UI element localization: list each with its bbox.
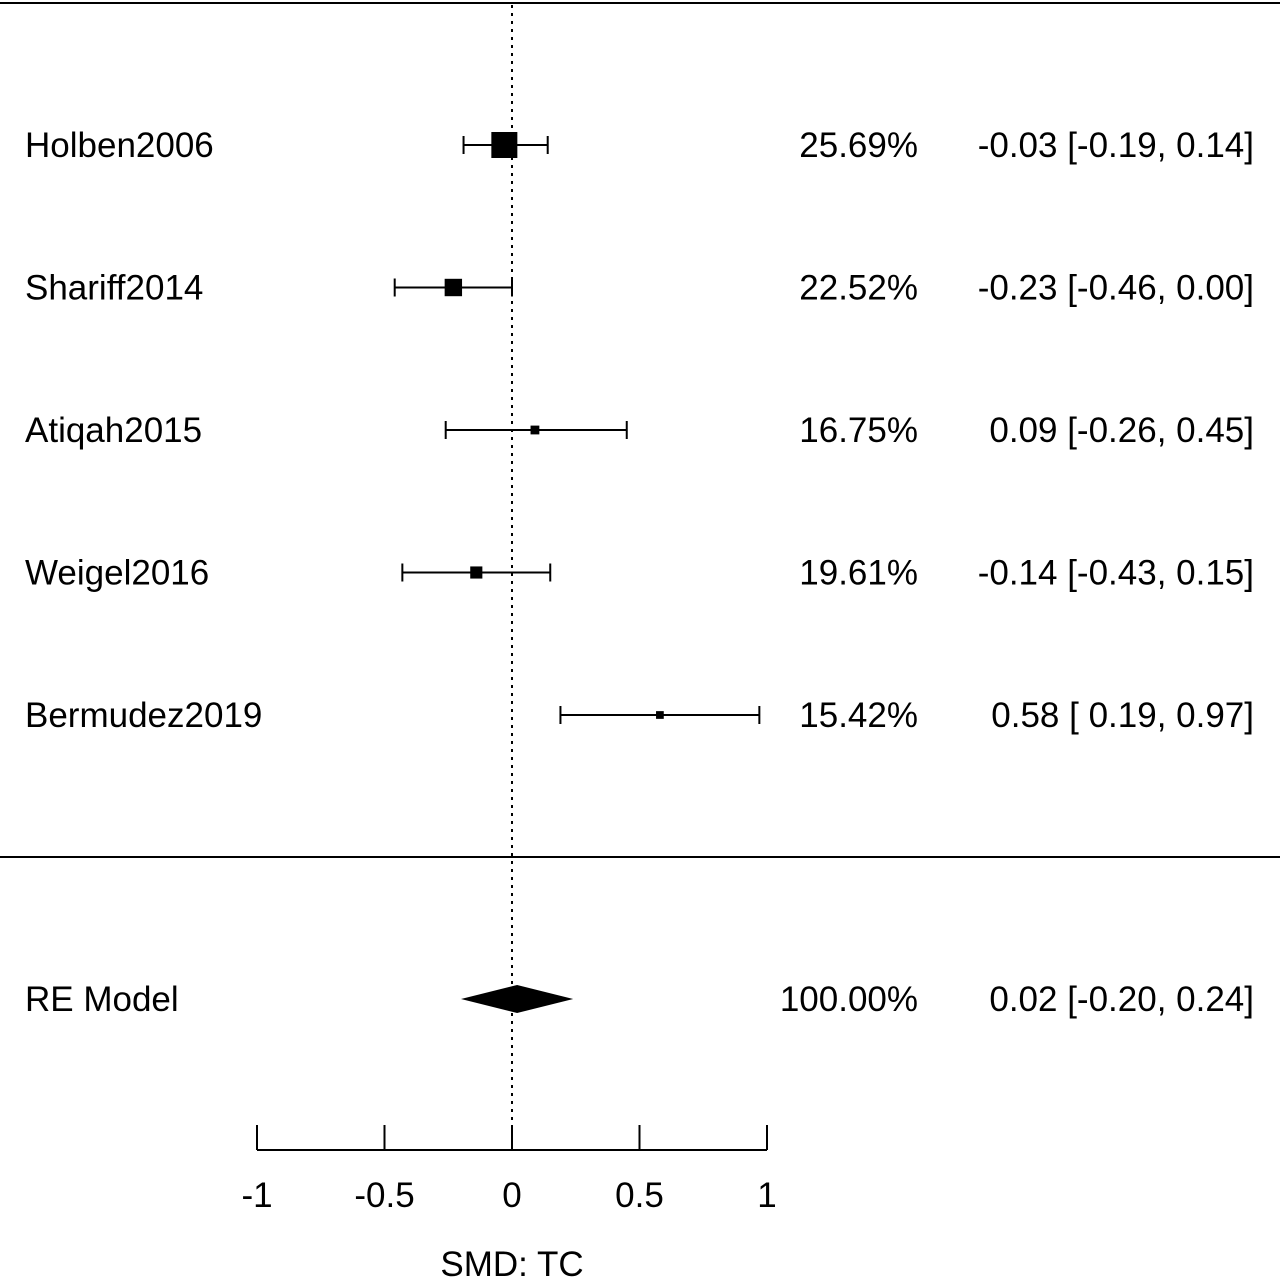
estimate-ci-text: -0.03 [-0.19, 0.14] <box>978 126 1254 165</box>
x-tick-label: -0.5 <box>354 1176 414 1215</box>
x-tick-label: 1 <box>757 1176 776 1215</box>
study-row: Atiqah2015 16.75% 0.09 [-0.26, 0.45] <box>25 411 1254 450</box>
summary-row: RE Model 100.00% 0.02 [-0.20, 0.24] <box>25 980 1254 1019</box>
summary-weight-text: 100.00% <box>780 980 918 1019</box>
weight-text: 15.42% <box>799 696 918 735</box>
effect-square <box>491 132 518 158</box>
effect-square <box>444 278 463 297</box>
weight-text: 22.52% <box>799 269 918 308</box>
estimate-ci-text: 0.58 [ 0.19, 0.97] <box>991 696 1254 735</box>
summary-diamond <box>461 985 574 1013</box>
x-tick-label: -1 <box>241 1176 272 1215</box>
study-rows: Holben2006 25.69% -0.03 [-0.19, 0.14] Shari… <box>25 126 1254 735</box>
weight-text: 16.75% <box>799 411 918 450</box>
study-row: Bermudez2019 15.42% 0.58 [ 0.19, 0.97] <box>25 696 1254 735</box>
study-row: Weigel2016 19.61% -0.14 [-0.43, 0.15] <box>25 554 1254 593</box>
study-label: Weigel2016 <box>25 554 209 593</box>
x-tick-label: 0 <box>502 1176 521 1215</box>
study-row: Shariff2014 22.52% -0.23 [-0.46, 0.00] <box>25 269 1254 308</box>
x-tick-label: 0.5 <box>615 1176 664 1215</box>
weight-text: 25.69% <box>799 126 918 165</box>
summary-estimate-ci-text: 0.02 [-0.20, 0.24] <box>989 980 1254 1019</box>
effect-square <box>656 711 664 719</box>
estimate-ci-text: 0.09 [-0.26, 0.45] <box>989 411 1254 450</box>
effect-square <box>530 425 540 435</box>
study-label: Shariff2014 <box>25 269 203 308</box>
study-label: Atiqah2015 <box>25 411 202 450</box>
x-axis-label: SMD: TC <box>440 1245 583 1280</box>
study-label: Holben2006 <box>25 126 214 165</box>
study-row: Holben2006 25.69% -0.03 [-0.19, 0.14] <box>25 126 1254 165</box>
weight-text: 19.61% <box>799 554 918 593</box>
estimate-ci-text: -0.23 [-0.46, 0.00] <box>978 269 1254 308</box>
estimate-ci-text: -0.14 [-0.43, 0.15] <box>978 554 1254 593</box>
effect-square <box>470 566 483 579</box>
x-axis: -1 -0.5 0 0.5 1 <box>241 1125 777 1215</box>
summary-label: RE Model <box>25 980 179 1019</box>
study-label: Bermudez2019 <box>25 696 262 735</box>
